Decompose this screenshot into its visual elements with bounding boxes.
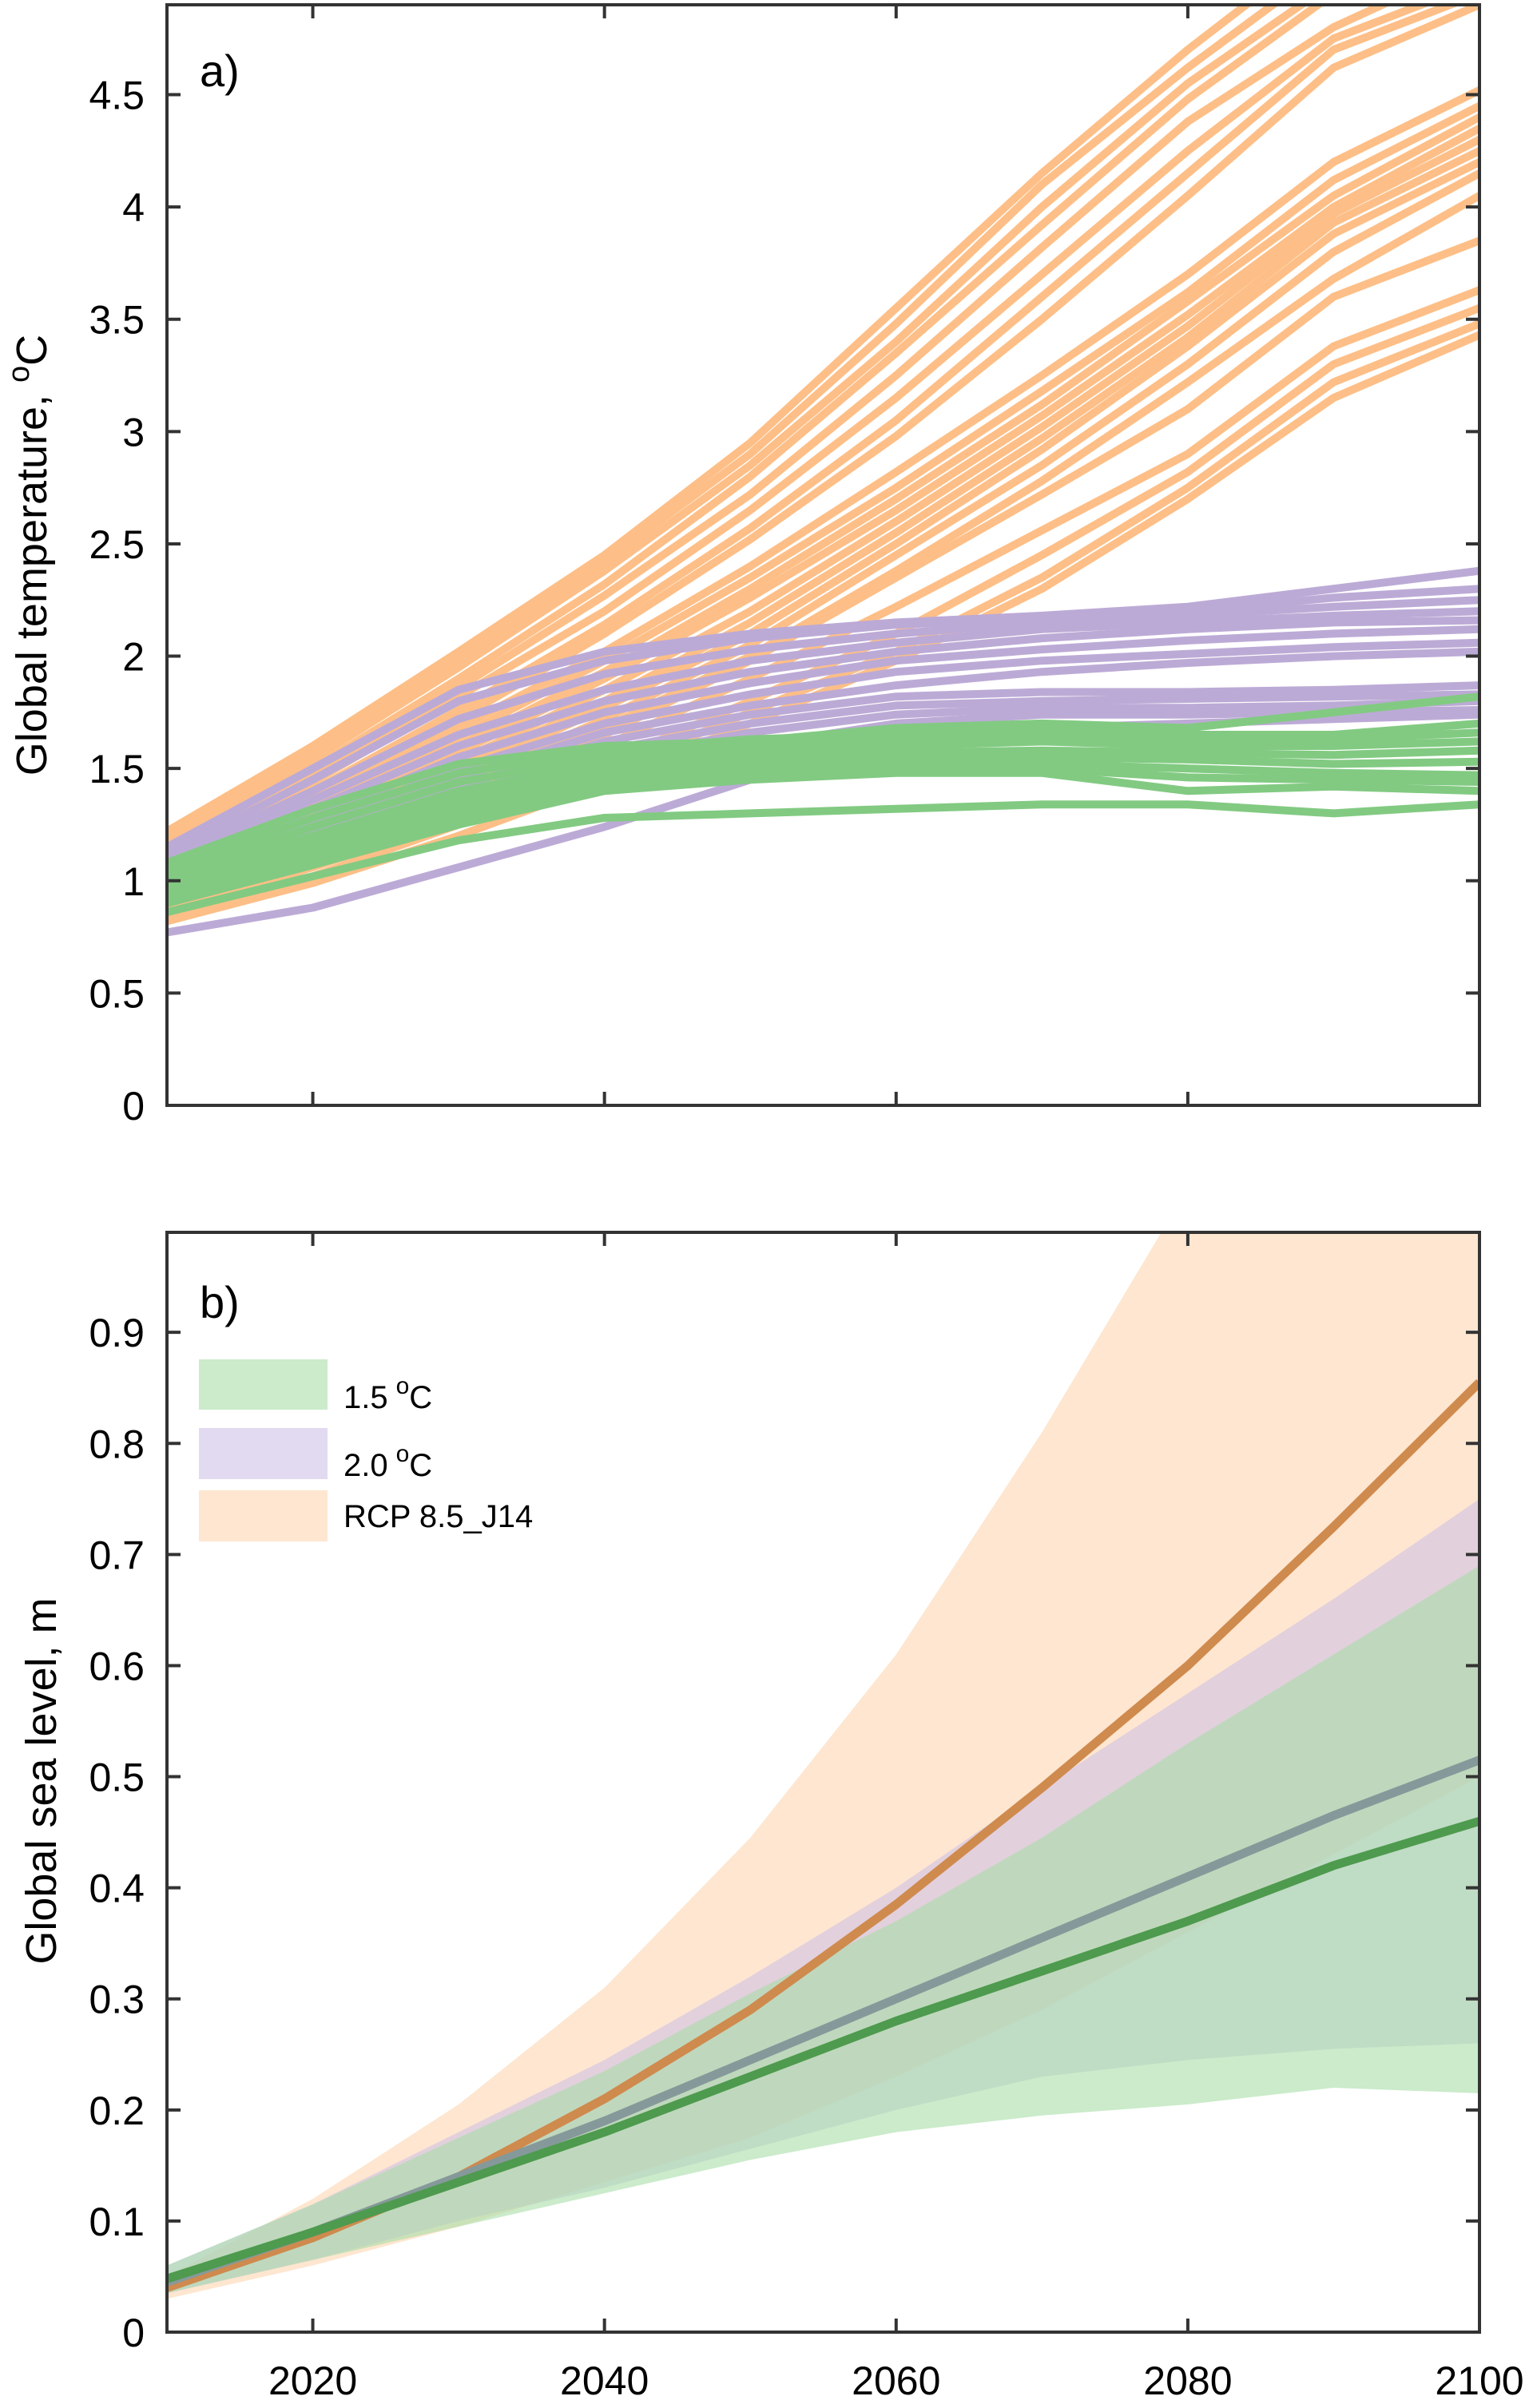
temperature-line-rcp-8-5-3 — [167, 5, 1325, 849]
panel-b-ticks: 0 0.1 0.2 0.3 0.4 0.5 0.6 0.7 0.8 0.9 2020 2040 2060… — [89, 1232, 1524, 2403]
temperature-line-rcp-8-5-9 — [167, 102, 1479, 871]
legend-item-1-5[interactable]: 1.5 oC — [199, 1359, 432, 1415]
legend-label-2-0: 2.0 oC — [344, 1441, 432, 1483]
legend-label-1-5: 1.5 oC — [344, 1373, 432, 1415]
panel-a-ytick-label: 3 — [122, 410, 145, 454]
panel-b-ylabel: Global sea level, m — [18, 1597, 66, 1964]
panel-b-ytick-label: 0.4 — [89, 1866, 145, 1911]
temperature-line-1-5-c-5 — [167, 753, 1479, 894]
panel-b-ytick-label: 0.2 — [89, 2089, 145, 2133]
legend: 1.5 oC 2.0 oC RCP 8.5_J14 — [199, 1359, 533, 1541]
panel-a-ylabel: Global temperature, oC — [2, 335, 56, 776]
panel-b-ytick-label: 0.6 — [89, 1644, 145, 1688]
sea-level-bands — [167, 1232, 1479, 2299]
legend-swatch-2-0 — [199, 1428, 328, 1479]
legend-label-rcp85: RCP 8.5_J14 — [344, 1499, 533, 1534]
panel-a-ticks: 0 0.5 1 1.5 2 2.5 3 3.5 4 4.5 — [89, 5, 1481, 1129]
panel-b-xtick-label: 2020 — [268, 2358, 357, 2403]
temperature-lines — [167, 5, 1479, 937]
panel-a-ytick-label: 3.5 — [89, 298, 145, 343]
panel-a-ytick-label: 0 — [122, 1084, 145, 1129]
temperature-line-1-5-c-3 — [167, 737, 1479, 885]
temperature-line-2-0-c-4 — [167, 616, 1479, 871]
temperature-line-1-5-c-9 — [167, 800, 1479, 916]
sea-level-medians — [167, 1379, 1479, 2292]
panel-b-ytick-label: 0.9 — [89, 1311, 145, 1355]
panel-a-ytick-label: 2.5 — [89, 522, 145, 567]
panel-b-ytick-label: 0.5 — [89, 1755, 145, 1800]
panel-b-ytick-label: 0.3 — [89, 1978, 145, 2022]
panel-b-xtick-label: 2080 — [1143, 2358, 1232, 2403]
temperature-line-rcp-8-5-0 — [167, 5, 1253, 835]
panel-b-ytick-label: 0.7 — [89, 1533, 145, 1577]
panel-a-axes-box — [165, 3, 1481, 1107]
temperature-line-2-0-c-3 — [167, 607, 1479, 867]
temperature-line-rcp-8-5-6 — [167, 5, 1462, 863]
panel-a-temperature: 0 0.5 1 1.5 2 2.5 3 3.5 4 4.5 a) Global temperatu… — [2, 3, 1481, 1129]
temperature-line-2-0-c-1 — [167, 585, 1479, 858]
panel-a-ytick-label: 4.5 — [89, 73, 145, 117]
panel-a-ytick-label: 4 — [122, 185, 145, 230]
legend-swatch-rcp85 — [199, 1490, 328, 1541]
panel-a-ytick-label: 1 — [122, 859, 145, 904]
temperature-line-rcp-8-5-2 — [167, 5, 1309, 844]
band-1-5-c — [167, 1565, 1479, 2294]
temperature-line-2-0-c-2 — [167, 596, 1479, 863]
band-rcp-8-5-j14 — [167, 1232, 1479, 2299]
legend-swatch-1-5 — [199, 1359, 328, 1410]
panel-b-xtick-label: 2100 — [1435, 2358, 1523, 2403]
panel-b-axes-box — [165, 1231, 1481, 2334]
panel-b-ytick-label: 0 — [122, 2311, 145, 2355]
panel-a-ytick-label: 1.5 — [89, 747, 145, 791]
temperature-line-1-5-c-2 — [167, 728, 1479, 880]
panel-b-label: b) — [200, 1277, 240, 1327]
panel-b-xtick-label: 2040 — [560, 2358, 649, 2403]
panel-a-ytick-label: 2 — [122, 635, 145, 680]
legend-item-2-0[interactable]: 2.0 oC — [199, 1428, 432, 1483]
temperature-line-rcp-8-5-1 — [167, 5, 1280, 839]
panel-b-ytick-label: 0.8 — [89, 1422, 145, 1466]
panel-a-label: a) — [200, 46, 240, 96]
panel-a-ytick-label: 0.5 — [89, 971, 145, 1016]
temperature-line-1-5-c-1 — [167, 719, 1479, 874]
panel-b-sea-level: 0 0.1 0.2 0.3 0.4 0.5 0.6 0.7 0.8 0.9 2020 2040 2060… — [18, 1231, 1524, 2403]
panel-b-ytick-label: 0.1 — [89, 2200, 145, 2244]
temperature-line-1-5-c-4 — [167, 746, 1479, 890]
temperature-line-1-5-c-6 — [167, 760, 1479, 899]
temperature-line-1-5-c-8 — [167, 768, 1479, 907]
temperature-line-1-5-c-7 — [167, 764, 1479, 903]
median-line-1-5-c — [167, 1816, 1479, 2283]
panel-b-xtick-label: 2060 — [852, 2358, 940, 2403]
legend-item-rcp85[interactable]: RCP 8.5_J14 — [199, 1490, 533, 1541]
